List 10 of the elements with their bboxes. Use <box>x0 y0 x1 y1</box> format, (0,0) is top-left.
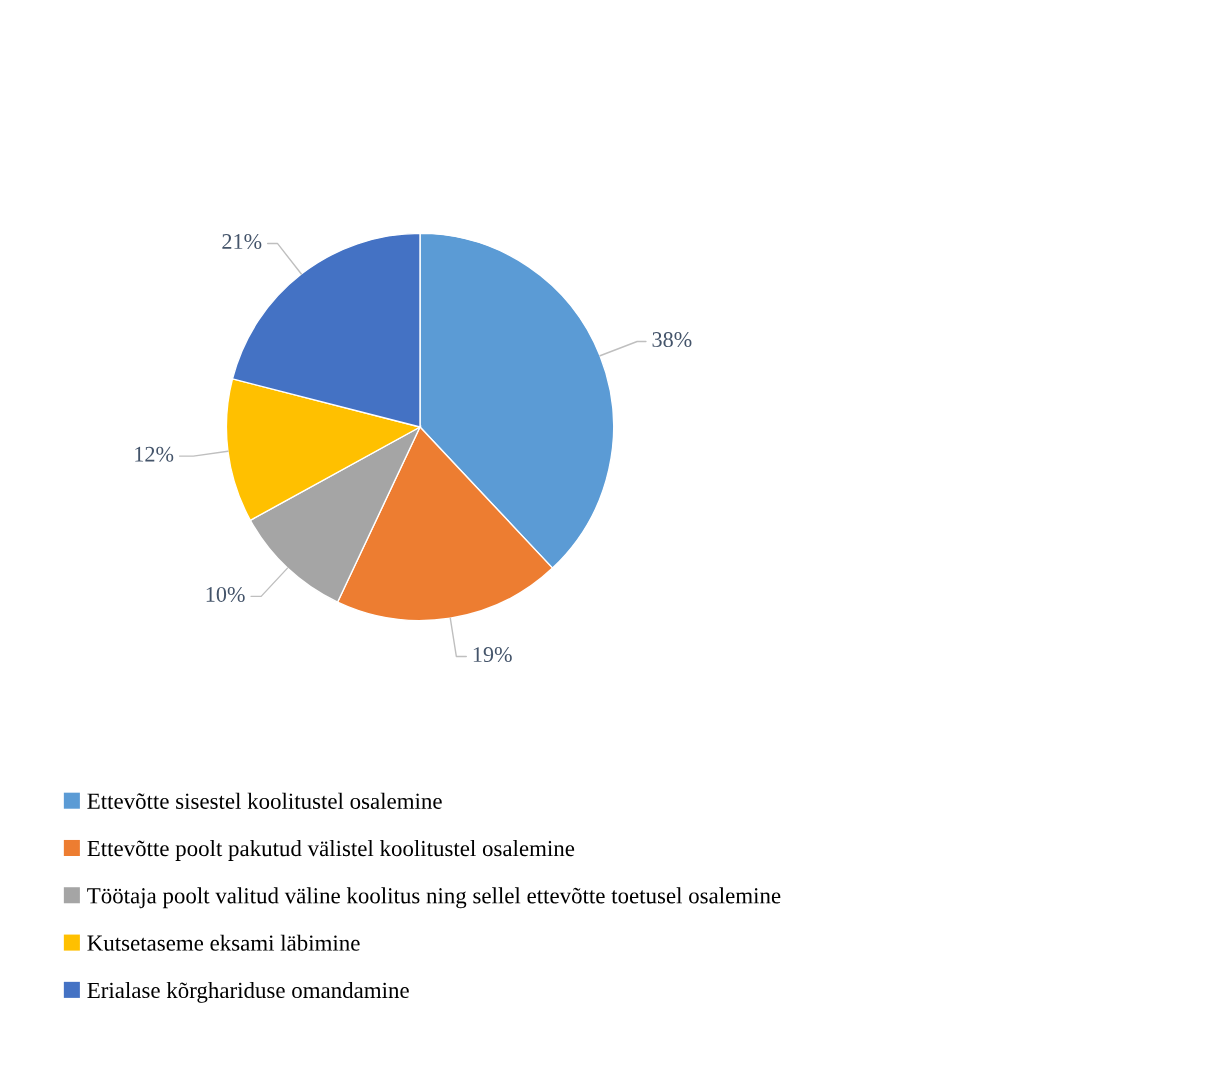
legend-label: Kutsetaseme eksami läbimine <box>87 934 360 951</box>
data-label: 10% <box>206 586 245 602</box>
data-label: 12% <box>135 446 174 462</box>
data-label: 21% <box>222 234 262 250</box>
legend-label: Erialase kõrghariduse omandamine <box>87 981 409 1003</box>
legend-label: Töötaja poolt valitud väline koolitus ning sellel ettevõtte toetusel osalemine <box>87 887 781 909</box>
legend-label: Ettevõtte sisestel koolitustel osalemine <box>87 792 442 809</box>
data-label: 38% <box>652 332 692 348</box>
data-label: 19% <box>473 647 512 663</box>
legend-label: Ettevõtte poolt pakutud välistel koolitustel osalemine <box>87 840 575 861</box>
